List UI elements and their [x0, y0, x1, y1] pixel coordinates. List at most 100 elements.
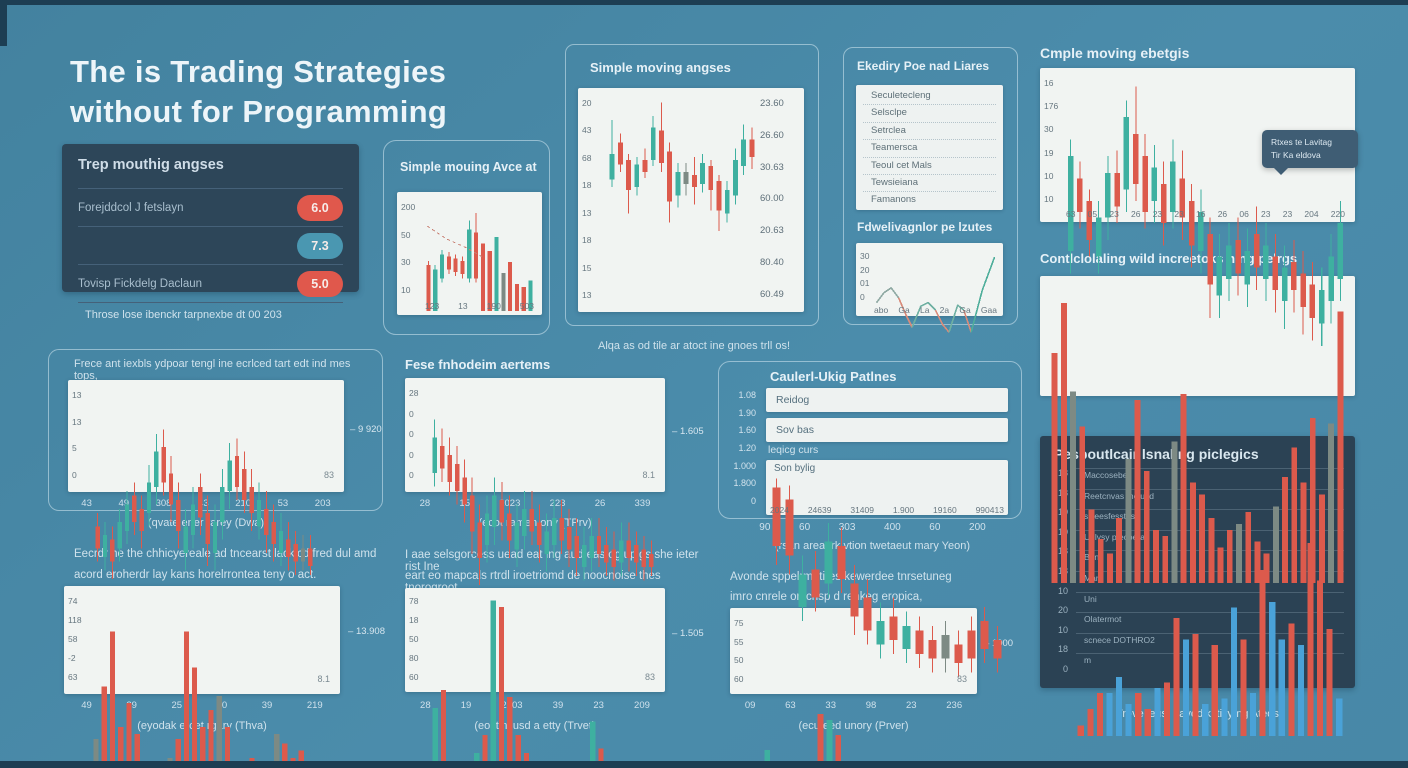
- chart-eecrdr: 8.1 74 118 58 -2 63: [64, 586, 340, 768]
- value-badge: 6.0: [297, 194, 343, 221]
- right-value-label: 13.908: [348, 626, 385, 637]
- axis-label: 13: [458, 300, 468, 311]
- axis-label: 13: [72, 416, 82, 427]
- axis-label: 0: [409, 470, 414, 480]
- axis-label: 06: [1239, 208, 1249, 219]
- edge-top: [0, 0, 1408, 5]
- axis-label: 25: [171, 700, 183, 711]
- caulerl-sonbox: Son bylig 2024 24639 31409 1.900 19160 990413: [766, 460, 1008, 515]
- panel-pesbout-title: Pesboutlcair lsnaling piclegics: [1054, 446, 1259, 462]
- table-row: Tovisp Fickdelg Daclaun 5.0: [78, 264, 343, 303]
- axis-label: 23: [1174, 208, 1184, 219]
- axis-label: 28: [419, 498, 431, 509]
- list-item: Teoul cet Mals: [863, 158, 996, 175]
- caption-frece-top: Frece ant iexbls ydpoar tengl ine ecrlce…: [74, 358, 351, 382]
- axis-label: 39: [552, 700, 564, 711]
- inner-value-label: 8.1: [317, 674, 330, 684]
- eecrdr-x-axis: 49 29 25 20 39 219: [64, 700, 340, 711]
- chart-frece: 83 13 13 5 0: [68, 380, 344, 492]
- axis-label: 1.20: [738, 442, 756, 453]
- panel-fese-title: Fese fnhodeim aertems: [405, 357, 551, 372]
- panel-sma-center-title: Simple moving angses: [590, 60, 731, 75]
- axis-label: 50: [734, 655, 744, 666]
- edge-bottom: [0, 761, 1408, 768]
- caulerl-rows: Reidog Sov bas: [766, 388, 1008, 448]
- axis-label: 68: [582, 152, 592, 163]
- caption-trep: Throse lose ibenckr tarpnexbe dt 00 203: [85, 309, 282, 321]
- list-item: Reidog: [766, 388, 1008, 412]
- axis-label: Ga: [898, 304, 910, 315]
- axis-label: 10: [1044, 170, 1054, 181]
- axis-label: 15: [582, 262, 592, 273]
- right-value-label: 1.605: [672, 426, 704, 437]
- caption-avonde-bottom: (ecuteed unory (Prver): [798, 720, 909, 732]
- axis-label: 0: [409, 429, 414, 439]
- panel-contl-title: Contlclolaling wild increetoks hing pelr…: [1040, 251, 1298, 266]
- axis-label: 20: [582, 98, 592, 108]
- main-title: The is Trading Strategies without for Pr…: [70, 52, 447, 132]
- axis-label: 23: [593, 700, 604, 711]
- axis-label: 308: [155, 498, 172, 509]
- axis-label: 60: [734, 673, 744, 684]
- axis-label: 60.49: [760, 288, 784, 300]
- axis-label: 28: [420, 700, 431, 711]
- inner-value-label: 83: [644, 672, 655, 682]
- panel-trep-rows: Forejddcol J fetslayn 6.0 7.3 Tovisp Fic…: [78, 188, 343, 303]
- axis-label: 60: [929, 522, 941, 533]
- axis-label: 0: [1062, 663, 1068, 674]
- axis-label: 303: [838, 522, 856, 533]
- panel-sma-small-title: Simple mouing Avce at: [400, 160, 537, 174]
- axis-label: 43: [582, 125, 592, 136]
- axis-label: 13: [582, 207, 592, 218]
- axis-label: 18: [1057, 644, 1068, 655]
- axis-label: 24639: [807, 505, 832, 515]
- tooltip-line1: Rtxes te Lavitag: [1271, 137, 1332, 147]
- value-badge: 5.0: [297, 270, 343, 297]
- axis-label: 60: [799, 522, 811, 533]
- axis-label: 23: [1261, 208, 1271, 219]
- panel-ekediry: [843, 47, 1018, 325]
- list-item: Tewsieiana: [863, 175, 996, 193]
- ekediry-list: Seculetecleng Selsclpe Setrclea Teamersca Te…: [856, 85, 1003, 210]
- caulerl-y-axis: 1.08 1.90 1.60 1.20 1.000 1.800 0: [722, 390, 756, 506]
- caption-eecrdr-line1: Eecrdr he the chhicyereale ad tncearst l…: [74, 548, 377, 560]
- axis-label: 26: [1131, 208, 1141, 219]
- panel-sma-small: [383, 140, 550, 335]
- chart-contl: [1040, 276, 1355, 583]
- table-row: Forejddcol J fetslayn 6.0: [78, 188, 343, 226]
- list-item: Seculetecleng: [863, 88, 996, 106]
- list-item: Teamersca: [863, 140, 996, 158]
- axis-label: 28: [409, 388, 419, 398]
- axis-label: 400: [884, 522, 901, 533]
- grid-row-label: Maccosebes: [1076, 468, 1344, 489]
- axis-label: 31409: [850, 505, 874, 515]
- axis-label: 0: [72, 469, 77, 480]
- chart-sma-small: 200 50 30 10 123 13 190 503: [397, 192, 542, 315]
- axis-label: 220: [1330, 208, 1345, 219]
- axis-label: 43: [198, 498, 209, 509]
- axis-label: 60.00: [760, 193, 784, 205]
- axis-label: 63: [1066, 208, 1076, 219]
- axis-label: 0: [409, 408, 414, 419]
- axis-label: 1.90: [738, 407, 756, 418]
- grid-row-label: m: [1076, 653, 1344, 674]
- inner-value-label: 83: [956, 674, 967, 684]
- chart-sma-center: 20 43 68 18 13 18 15 13 23.60 26.60 30.63 60.00 20.6…: [578, 88, 804, 312]
- axis-label: 33: [825, 700, 836, 711]
- axis-label: 223: [549, 498, 566, 509]
- panel-cmple-title: Cmple moving ebetgis: [1040, 45, 1190, 61]
- axis-label: 0: [409, 449, 414, 460]
- panel-trep-title: Trep mouthig angses: [78, 157, 224, 173]
- main-title-line1: The is Trading Strategies: [70, 54, 447, 89]
- panel-ekediry-subtitle: Fdwelivagnlor pe lzutes: [857, 220, 993, 234]
- axis-label: 19: [460, 700, 472, 711]
- grid-row-label: Uni: [1076, 591, 1344, 613]
- axis-label: 75: [734, 618, 744, 628]
- panel-pesbout: Pesboutlcair lsnaling piclegics 18181010…: [1040, 436, 1355, 736]
- axis-label: 74: [68, 596, 78, 606]
- axis-label: 339: [634, 498, 651, 509]
- edge-left: [0, 0, 7, 46]
- axis-label: 23: [1282, 208, 1293, 219]
- row-label: Tovisp Fickdelg Daclaun: [78, 277, 203, 290]
- panel-trep: Trep mouthig angses Forejddcol J fetslay…: [62, 144, 359, 303]
